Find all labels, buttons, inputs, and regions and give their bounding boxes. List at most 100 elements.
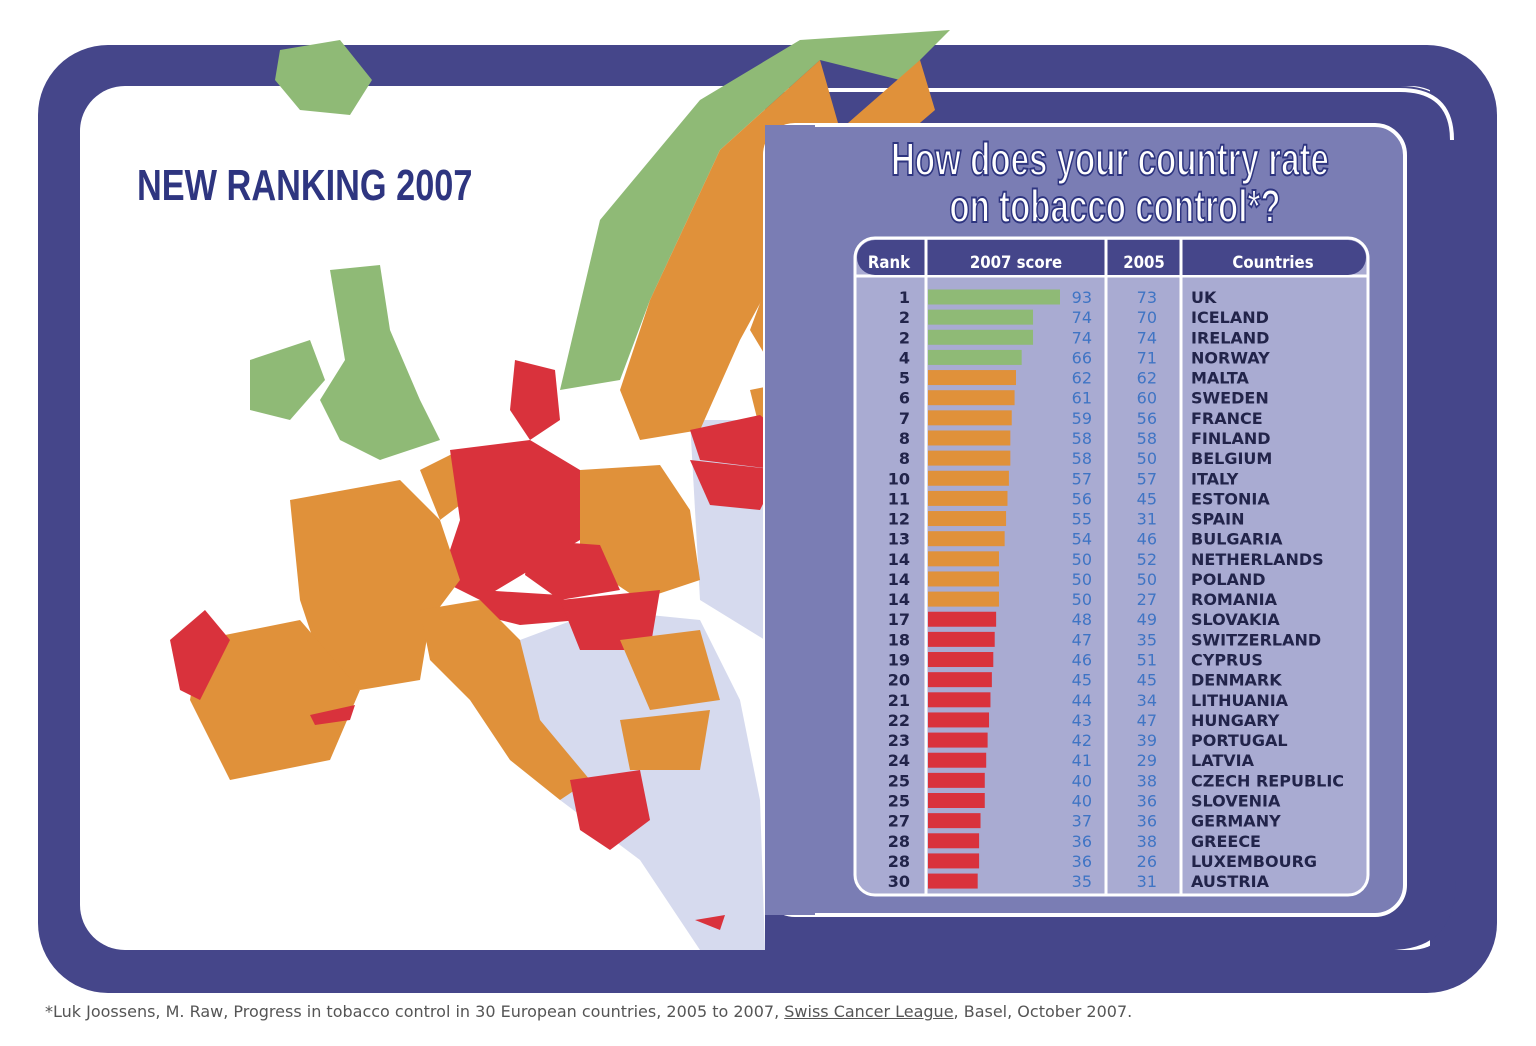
score-2007: 56: [1072, 489, 1092, 508]
rank: 28: [888, 832, 910, 851]
country: CYPRUS: [1191, 651, 1263, 670]
map-romania: [620, 630, 720, 710]
score-2007: 59: [1072, 409, 1092, 428]
country: FINLAND: [1191, 429, 1271, 448]
country: DENMARK: [1191, 671, 1282, 690]
footnote-text: *Luk Joossens, M. Raw, Progress in tobac…: [45, 1002, 785, 1021]
score-bar: [928, 873, 978, 889]
score-bar: [928, 793, 985, 808]
score-2005: 47: [1137, 711, 1157, 730]
score-2005: 50: [1137, 570, 1157, 589]
rank: 22: [888, 711, 910, 730]
footnote-link[interactable]: Swiss Cancer League: [784, 1002, 954, 1021]
rank: 25: [888, 792, 910, 811]
footnote: *Luk Joossens, M. Raw, Progress in tobac…: [45, 1002, 1132, 1021]
column-header: 2005: [1123, 252, 1165, 272]
score-2007: 50: [1072, 550, 1092, 569]
score-2007: 50: [1072, 570, 1092, 589]
score-bar: [928, 631, 995, 647]
score-2005: 36: [1137, 792, 1157, 811]
map-spain: [190, 620, 360, 780]
score-2007: 44: [1072, 691, 1092, 710]
map-hungary: [560, 590, 660, 650]
country: PORTUGAL: [1191, 731, 1288, 750]
country: SWEDEN: [1191, 389, 1269, 408]
score-2005: 74: [1137, 328, 1157, 347]
score-2005: 26: [1137, 852, 1157, 871]
score-bar: [928, 470, 1009, 486]
score-bar: [928, 511, 1007, 527]
rank: 14: [888, 590, 910, 609]
rank: 5: [899, 369, 910, 388]
column-header: Countries: [1232, 252, 1313, 272]
rank: 23: [888, 731, 910, 750]
score-bar: [928, 772, 985, 788]
score-bar: [928, 430, 1011, 446]
map-austria: [480, 590, 580, 625]
score-2005: 57: [1137, 469, 1157, 488]
rank: 18: [888, 630, 910, 649]
score-2007: 35: [1072, 872, 1092, 891]
score-2007: 48: [1072, 610, 1092, 629]
score-2005: 36: [1137, 812, 1157, 831]
country: IRELAND: [1191, 328, 1269, 347]
score-bar: [928, 652, 994, 668]
map-lithuania: [690, 460, 780, 510]
footnote-text: , Basel, October 2007.: [953, 1002, 1133, 1021]
country: LUXEMBOURG: [1191, 852, 1317, 871]
score-2005: 51: [1137, 651, 1157, 670]
score-2007: 55: [1072, 510, 1092, 529]
map-uk: [320, 265, 440, 460]
header-bg: [857, 240, 1366, 275]
score-bar: [928, 571, 999, 587]
score-2005: 39: [1137, 731, 1157, 750]
score-2005: 62: [1137, 369, 1157, 388]
score-bar: [928, 349, 1022, 365]
score-bar: [928, 853, 980, 869]
score-2007: 42: [1072, 731, 1092, 750]
rank: 7: [899, 409, 910, 428]
score-2007: 37: [1072, 812, 1092, 831]
score-2007: 74: [1072, 328, 1092, 347]
score-bar: [928, 490, 1008, 506]
score-2007: 61: [1072, 389, 1092, 408]
score-bar: [928, 329, 1034, 345]
score-2007: 40: [1072, 771, 1092, 790]
score-2007: 50: [1072, 590, 1092, 609]
heading: on tobacco control*?: [949, 182, 1280, 232]
score-bar: [928, 692, 991, 708]
score-bar: [928, 410, 1012, 426]
rank: 11: [888, 489, 910, 508]
score-2005: 27: [1137, 590, 1157, 609]
score-2007: 66: [1072, 348, 1092, 367]
panel-line: [765, 88, 1454, 141]
country: BELGIUM: [1191, 449, 1272, 468]
score-2005: 38: [1137, 832, 1157, 851]
rank: 14: [888, 550, 910, 569]
map-norway: [560, 30, 950, 390]
rank: 8: [899, 449, 910, 468]
score-2005: 58: [1137, 429, 1157, 448]
title: NEW RANKING 2007: [137, 161, 472, 210]
score-2005: 71: [1137, 348, 1157, 367]
score-2005: 35: [1137, 630, 1157, 649]
country: BULGARIA: [1191, 530, 1283, 549]
rank: 14: [888, 570, 910, 589]
country: CZECH REPUBLIC: [1191, 771, 1344, 790]
country: NORWAY: [1191, 348, 1270, 367]
rank: 2: [899, 308, 910, 327]
map-balearics: [310, 705, 355, 725]
country: POLAND: [1191, 570, 1266, 589]
country: FRANCE: [1191, 409, 1263, 428]
country: GERMANY: [1191, 812, 1281, 831]
score-2005: 56: [1137, 409, 1157, 428]
score-2005: 52: [1137, 550, 1157, 569]
score-2007: 58: [1072, 449, 1092, 468]
rank: 12: [888, 510, 910, 529]
score-2007: 46: [1072, 651, 1092, 670]
map-italy: [420, 600, 590, 800]
score-2007: 36: [1072, 852, 1092, 871]
country: SPAIN: [1191, 510, 1245, 529]
score-2005: 70: [1137, 308, 1157, 327]
rank: 19: [888, 651, 910, 670]
